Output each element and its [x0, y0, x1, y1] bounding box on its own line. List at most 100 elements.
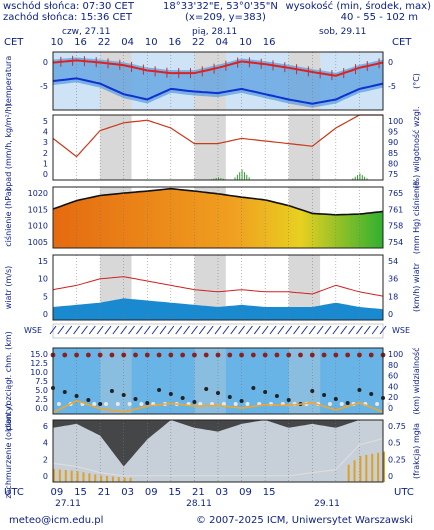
cloudbase-right-tick: 80	[388, 361, 398, 370]
compass-left-icon: WSE	[24, 326, 42, 335]
wind-direction-arrow	[269, 325, 277, 335]
cloudiness-right-tick: 0.5	[388, 439, 401, 448]
low-cloud-dot	[310, 389, 315, 393]
high-cloud-dot	[74, 352, 79, 358]
wind-direction-arrow	[143, 325, 151, 335]
fog-bar	[53, 468, 55, 482]
cloudiness-right-tick: 0.75	[388, 422, 406, 431]
bottom-hour-label: 09	[145, 487, 158, 498]
cloudbase-left-tick: 15.0	[30, 350, 48, 359]
cloudbase-left-tick: 10.0	[30, 368, 48, 377]
pressure-frame	[52, 186, 384, 249]
wind-direction-arrow	[301, 325, 308, 335]
pressure-left-tick: 1020	[28, 189, 48, 198]
wind-direction-arrow	[246, 325, 253, 335]
tz-bottom-label-right: UTC	[394, 487, 414, 498]
high-cloud-dot	[368, 352, 374, 358]
wind-direction-strip	[52, 323, 384, 339]
precip-bar	[248, 177, 250, 180]
high-cloud-dot	[262, 352, 268, 358]
high-cloud-dot	[309, 352, 315, 358]
precip-frame	[52, 114, 384, 181]
precip-bar	[213, 178, 215, 180]
wind-direction-arrow	[104, 325, 112, 335]
precip-right-tick: 90	[388, 138, 398, 147]
sunset-text: zachód słońca: 15:36 CET	[3, 12, 132, 23]
precip-left-tick: 3	[43, 138, 48, 147]
wind-direction-arrow	[332, 325, 340, 335]
cloudbase-right-tick: 0	[388, 404, 393, 413]
low-cloud-dot	[62, 390, 67, 394]
wind-right-tick: 36	[388, 275, 398, 284]
footer-copyright: © 2007-2025 ICM, Uniwersytet Warszawski	[196, 515, 413, 526]
height-title: wysokość (min, środek, max)	[285, 1, 431, 12]
temperature-ylabel: temperatura	[4, 56, 13, 107]
precip-bar	[218, 177, 219, 180]
precip-bar	[361, 175, 363, 180]
low-cloud-dot	[251, 386, 256, 390]
high-cloud-dot	[321, 352, 327, 358]
precip-right-tick: 80	[388, 159, 398, 168]
cloudiness-left-tick: 6	[43, 422, 48, 431]
pressure-left-tick: 1010	[28, 222, 48, 231]
bottom-hour-label: 15	[263, 487, 276, 498]
precip-left-tick: 4	[43, 128, 48, 137]
fog-dot	[198, 402, 203, 406]
cloudbase-ylabel: pion. rozciągł. chm. (km)	[4, 331, 13, 431]
high-cloud-dot	[180, 352, 186, 358]
footer-email[interactable]: meteo@icm.edu.pl	[9, 515, 104, 526]
fog-bar	[117, 477, 120, 482]
wind-right-tick: 0	[388, 310, 393, 319]
wind-direction-arrow	[238, 325, 245, 335]
wind-direction-arrow	[198, 325, 206, 335]
fog-dot	[127, 402, 132, 406]
bottom-hour-label: 03	[121, 487, 134, 498]
low-cloud-dot	[145, 401, 150, 405]
fog-bar	[347, 464, 350, 482]
precip-bar	[215, 178, 217, 180]
precip-right-tick: 75	[388, 170, 398, 179]
low-cloud-dot	[192, 400, 197, 404]
tz-top-label-right: CET	[392, 37, 412, 48]
precip-bar	[241, 169, 243, 180]
wind-direction-arrow	[324, 325, 332, 335]
temperature-right-tick: -5	[388, 82, 396, 91]
high-cloud-dot	[133, 352, 138, 358]
high-cloud-dot	[274, 352, 280, 358]
wind-direction-arrow	[49, 325, 57, 335]
precip-bar	[359, 173, 361, 180]
meteogram-panels	[49, 51, 391, 483]
high-cloud-dot	[250, 352, 256, 358]
precip-left-tick: 0	[43, 170, 48, 179]
fog-bar	[123, 477, 126, 482]
fog-dot	[386, 402, 391, 406]
top-hour-label: 22	[98, 37, 111, 48]
pressure-area	[53, 188, 383, 248]
top-hour-label: 16	[263, 37, 276, 48]
wind-direction-arrow	[363, 325, 371, 335]
precip-night-0	[100, 115, 132, 180]
top-hour-label: 10	[51, 37, 64, 48]
tz-top-label: CET	[4, 37, 24, 48]
wind-direction-arrow	[253, 325, 261, 335]
high-cloud-dot	[97, 352, 103, 358]
wind-direction-arrow	[348, 325, 355, 335]
wind-direction-arrow	[159, 325, 167, 335]
fog-bar	[70, 470, 73, 482]
fog-bar	[359, 455, 362, 482]
pressure-right-tick: 758	[388, 222, 403, 231]
precip-bar	[352, 178, 354, 180]
cloudbase-left-tick: 2.5	[35, 395, 48, 404]
precip-bar	[366, 178, 368, 180]
bottom-hour-label: 09	[51, 487, 64, 498]
high-cloud-dot	[357, 352, 362, 358]
fog-dot	[327, 402, 332, 406]
wind-direction-arrow	[120, 325, 128, 335]
wind-direction-arrow	[316, 325, 324, 335]
top-hour-label: 16	[168, 37, 181, 48]
fog-ylabel-right: (frakcja) mgła	[412, 423, 421, 479]
wind-direction-arrow	[136, 325, 143, 335]
fog-dot	[104, 402, 109, 406]
pressure-ylabel: ciśnienie (hPa)	[3, 188, 13, 246]
